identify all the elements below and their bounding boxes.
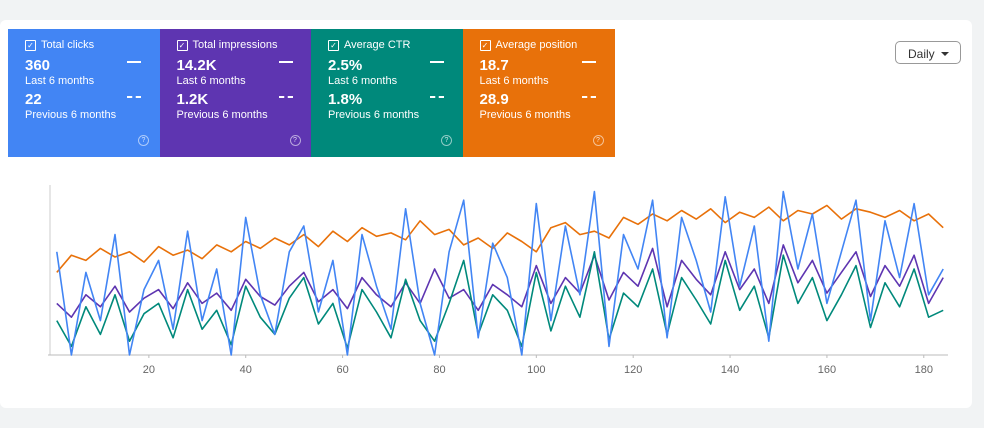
metric-card[interactable]: ✓ Average position 18.7 Last 6 months 28.9 Pr… bbox=[462, 29, 615, 157]
solid-line-icon bbox=[278, 61, 293, 63]
metric-label: Total impressions bbox=[192, 39, 278, 51]
help-icon[interactable]: ? bbox=[441, 135, 452, 146]
current-period: Last 6 months bbox=[479, 75, 549, 87]
previous-period: Previous 6 months bbox=[328, 109, 420, 121]
current-value: 18.7 bbox=[479, 57, 509, 74]
help-icon[interactable]: ? bbox=[138, 135, 149, 146]
solid-line-icon bbox=[581, 61, 596, 63]
dashed-line-icon bbox=[581, 96, 596, 98]
current-period: Last 6 months bbox=[328, 75, 398, 87]
metric-label: Average CTR bbox=[344, 39, 411, 51]
metric-card[interactable]: ✓ Average CTR 2.5% Last 6 months 1.8% Previou… bbox=[311, 29, 463, 157]
previous-period: Previous 6 months bbox=[176, 109, 268, 121]
chart: 20 40 60 80 100 120 140 160 180 bbox=[48, 185, 948, 376]
dashed-line-icon bbox=[430, 96, 444, 98]
help-icon[interactable]: ? bbox=[289, 135, 301, 146]
help-icon[interactable]: ? bbox=[592, 135, 604, 146]
current-period: Last 6 months bbox=[176, 75, 246, 87]
dashed-line-icon bbox=[127, 96, 141, 98]
dashed-line-icon bbox=[278, 96, 293, 98]
previous-period: Previous 6 months bbox=[25, 109, 117, 121]
previous-value: 28.9 bbox=[479, 91, 509, 108]
previous-period: Previous 6 months bbox=[479, 109, 571, 121]
metric-label: Total clicks bbox=[41, 39, 95, 51]
metric-card[interactable]: ✓ Total clicks 360 Last 6 months 22 Previous … bbox=[8, 29, 160, 157]
metric-label-row: ✓ Average CTR bbox=[328, 39, 463, 51]
granularity-dropdown[interactable]: Daily bbox=[895, 41, 961, 64]
x-tick-label: 20 bbox=[143, 364, 155, 376]
x-tick-label: 180 bbox=[915, 364, 933, 376]
series-line bbox=[56, 244, 944, 318]
solid-line-icon bbox=[127, 61, 141, 63]
current-value: 2.5% bbox=[328, 57, 363, 74]
checkbox[interactable]: ✓ bbox=[479, 39, 491, 51]
series-line bbox=[56, 251, 944, 349]
performance-card: Daily 20 40 60 80 100 120 140 160 180 ✓ Total cli… bbox=[0, 20, 972, 408]
checkbox[interactable]: ✓ bbox=[328, 39, 339, 51]
previous-value: 22 bbox=[25, 91, 42, 108]
x-tick-label: 160 bbox=[818, 364, 836, 376]
checkbox[interactable]: ✓ bbox=[176, 39, 188, 51]
solid-line-icon bbox=[430, 61, 444, 63]
current-value: 360 bbox=[25, 57, 51, 74]
metric-label-row: ✓ Total clicks bbox=[25, 39, 160, 51]
x-tick-label: 80 bbox=[433, 364, 445, 376]
current-value: 14.2K bbox=[176, 57, 217, 74]
x-tick-label: 40 bbox=[240, 364, 252, 376]
x-tick-label: 100 bbox=[527, 364, 545, 376]
metric-label-row: ✓ Average position bbox=[479, 39, 615, 51]
metric-label-row: ✓ Total impressions bbox=[176, 39, 312, 51]
x-tick-label: 60 bbox=[336, 364, 348, 376]
previous-value: 1.2K bbox=[176, 91, 209, 108]
current-period: Last 6 months bbox=[25, 75, 95, 87]
x-tick-label: 140 bbox=[721, 364, 739, 376]
previous-value: 1.8% bbox=[328, 91, 363, 108]
checkbox[interactable]: ✓ bbox=[25, 39, 36, 51]
series-line bbox=[56, 204, 944, 273]
metric-card[interactable]: ✓ Total impressions 14.2K Last 6 months 1.2K… bbox=[159, 29, 312, 157]
x-tick-label: 120 bbox=[624, 364, 642, 376]
series-line bbox=[56, 190, 944, 356]
metric-label: Average position bbox=[495, 39, 578, 51]
